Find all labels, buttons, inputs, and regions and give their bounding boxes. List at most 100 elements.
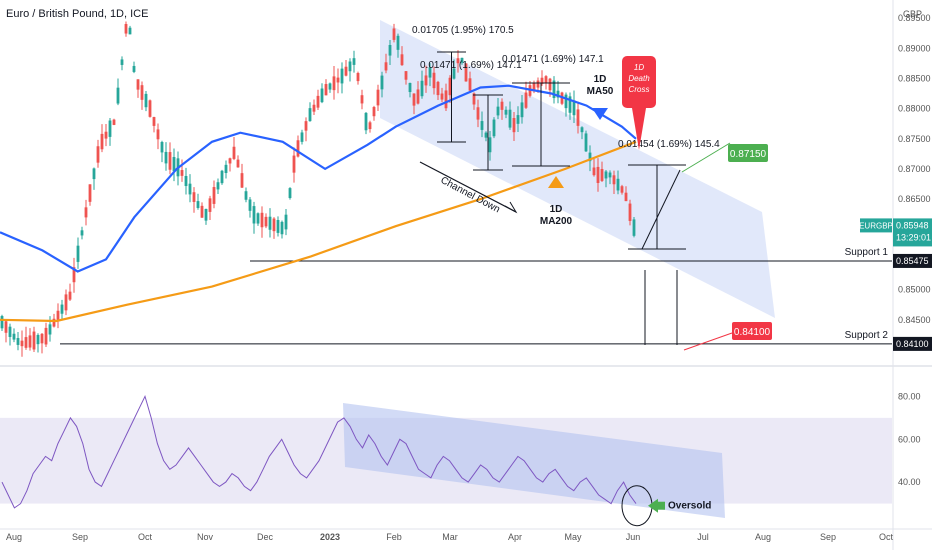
candle-body [504, 109, 508, 115]
time-tick-label: Aug [755, 532, 771, 542]
candle-body [360, 95, 364, 104]
time-tick-label: Oct [879, 532, 894, 542]
candle-body [544, 76, 548, 84]
price-tick-label: 0.89500 [898, 13, 931, 23]
candle-body [508, 109, 512, 128]
candle-body [296, 140, 300, 157]
candle-body [500, 101, 504, 110]
candle-body [340, 68, 344, 84]
oversold-arrow-icon [648, 498, 658, 513]
candle-body [468, 78, 472, 91]
death-cross-label: Cross [629, 85, 650, 94]
death-cross-badge [622, 56, 656, 108]
candle-body [288, 188, 292, 199]
candle-body [280, 221, 284, 235]
channel-down-arrow [419, 161, 517, 213]
candle-body [240, 173, 244, 188]
price-tick-label: 0.87500 [898, 134, 931, 144]
rsi-channel [343, 403, 725, 518]
target-up-badge [728, 144, 768, 162]
candle-body [76, 245, 80, 262]
candle-body [116, 87, 120, 104]
candle-body [328, 83, 332, 90]
level-label: Support 2 [845, 330, 889, 341]
candle-body [628, 203, 632, 221]
death-cross-pointer [632, 108, 646, 150]
candle-body [140, 85, 144, 100]
candle-body [204, 208, 208, 221]
candle-body [380, 75, 384, 90]
candle-body [172, 157, 176, 172]
candle-body [452, 68, 456, 79]
candle-body [436, 81, 440, 96]
price-tick-label: 0.87000 [898, 164, 931, 174]
candle-body [404, 71, 408, 80]
candle-body [316, 95, 320, 108]
candle-body [376, 89, 380, 106]
last-price-badge [893, 218, 932, 247]
candle-body [492, 119, 496, 137]
symbol-badge [860, 218, 892, 233]
candle-body [536, 80, 540, 88]
candle-body [320, 88, 324, 103]
candle-body [572, 100, 576, 116]
candle-body [164, 151, 168, 164]
target-up-connector [681, 142, 731, 173]
candle-body [460, 57, 464, 63]
candle-body [356, 72, 360, 82]
candle-body [364, 112, 368, 131]
candle-body [520, 102, 524, 118]
time-tick-label: May [564, 532, 582, 542]
candle-body [212, 187, 216, 204]
candle-body [416, 89, 420, 104]
candle-body [604, 171, 608, 179]
unused [0, 0, 380, 20]
candle-body [456, 58, 460, 64]
candle-body [180, 170, 184, 176]
candle-body [284, 214, 288, 230]
candle-body [292, 155, 296, 173]
price-tick-label: 0.84500 [898, 315, 931, 325]
candle-body [68, 291, 72, 300]
candle-body [0, 316, 4, 329]
target-down-connector [683, 332, 733, 351]
candle-body [276, 219, 280, 233]
candle-body [596, 166, 600, 183]
price-tick-label: 0.85000 [898, 285, 931, 295]
level-label: Support 1 [845, 247, 889, 258]
candle-body [552, 80, 556, 99]
candle-body [480, 121, 484, 130]
candle-body [8, 326, 12, 337]
candle-body [120, 59, 124, 65]
projection-up-line [641, 169, 681, 250]
candle-body [592, 167, 596, 176]
countdown-value: 13:29:01 [896, 232, 931, 242]
candle-body [148, 100, 152, 117]
time-tick-label: Aug [6, 532, 22, 542]
chart-title: Euro / British Pound, 1D, ICE [6, 8, 149, 20]
time-tick-label: Jul [697, 532, 709, 542]
candle-body [488, 137, 492, 153]
ma200-label: MA200 [540, 216, 573, 227]
candle-body [228, 158, 232, 164]
ma50-label: MA50 [587, 86, 614, 97]
candle-body [472, 93, 476, 105]
candle-body [12, 333, 16, 340]
candle-body [324, 84, 328, 96]
candle-body [424, 75, 428, 86]
candle-body [188, 183, 192, 195]
candle-body [476, 107, 480, 120]
candle-body [236, 159, 240, 168]
price-tick-label: 0.88500 [898, 73, 931, 83]
candle-body [584, 133, 588, 152]
candle-body [484, 132, 488, 138]
ma50-label: 1D [594, 74, 607, 85]
candle-body [252, 206, 256, 224]
candle-body [152, 117, 156, 126]
candle-body [516, 115, 520, 124]
time-tick-label: Mar [442, 532, 458, 542]
candle-body [144, 93, 148, 108]
time-tick-label: Dec [257, 532, 274, 542]
candle-body [36, 334, 40, 345]
